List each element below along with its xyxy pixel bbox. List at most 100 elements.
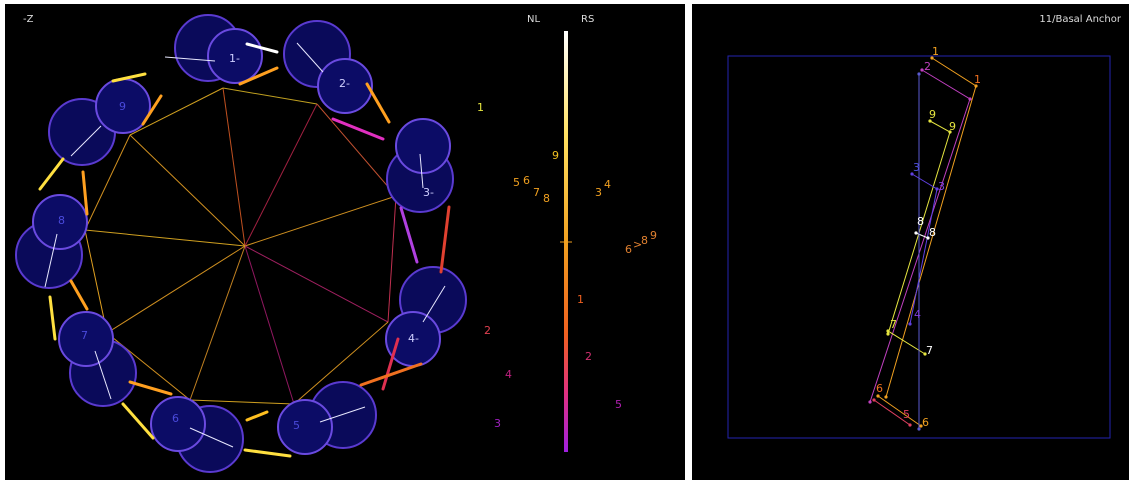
orientation-tick	[70, 125, 102, 157]
projection-number: 2	[924, 60, 931, 73]
projection-point	[974, 84, 978, 88]
polygon-edge	[84, 229, 108, 334]
linker-bar	[245, 42, 279, 54]
doublet-inner-circle	[32, 194, 88, 250]
scale-number: 8	[543, 192, 550, 205]
center-spoke	[222, 87, 246, 247]
projection-line	[877, 395, 922, 427]
linker-bar	[381, 337, 400, 391]
scale-number: 5	[615, 398, 622, 411]
orientation-tick	[94, 350, 112, 400]
scale-number: 5	[513, 176, 520, 189]
projection-point	[886, 332, 890, 336]
scale-number: 7	[533, 186, 540, 199]
scale-number: 9	[650, 229, 657, 242]
doublet-label-3: 3-	[423, 186, 434, 199]
doublet-label-1: 1-	[229, 52, 240, 65]
linker-bar	[439, 205, 451, 274]
projection-point	[928, 119, 932, 123]
projection-number: 3	[938, 180, 945, 193]
doublet-label-2: 2-	[339, 77, 350, 90]
linker-bar	[111, 72, 147, 83]
projection-point	[908, 322, 912, 326]
linker-bar	[81, 170, 89, 216]
doublet-label-7: 7	[81, 329, 88, 342]
center-spoke	[244, 245, 389, 323]
linker-bar	[365, 82, 391, 124]
projection-number: 7	[890, 318, 897, 331]
projection-number: 8	[917, 215, 924, 228]
linker-bar	[141, 94, 163, 126]
scale-number: 8	[641, 234, 648, 247]
doublet-inner-circle	[395, 118, 451, 174]
center-spoke	[244, 245, 295, 405]
projection-point	[872, 398, 876, 402]
bounding-frame	[727, 55, 1111, 439]
center-spoke	[84, 229, 246, 247]
projection-point	[926, 236, 930, 240]
scale-number: >	[633, 238, 643, 251]
side-projection-view: 11/Basal Anchor 1 1 2 9 9 3 3 8 8 4 7 7 …	[692, 4, 1129, 480]
scale-number: 4	[505, 368, 512, 381]
scale-number: 2	[585, 350, 592, 363]
linker-bar	[243, 448, 292, 458]
center-spoke	[129, 134, 246, 247]
projection-line	[915, 232, 929, 239]
projection-number: 5	[903, 408, 910, 421]
scale-number: 3	[595, 186, 602, 199]
scale-number: 4	[604, 178, 611, 191]
side-projection-drawing	[727, 55, 1111, 439]
linker-bar	[238, 66, 279, 86]
doublet-inner-circle	[317, 58, 373, 114]
doublet-label-4: 4-	[408, 332, 419, 345]
projection-point	[868, 400, 872, 404]
doublet-inner-circle	[150, 396, 206, 452]
orientation-tick	[164, 56, 216, 62]
projection-point	[923, 352, 927, 356]
doublet-label-5: 5	[293, 419, 300, 432]
projection-point	[914, 231, 918, 235]
polygon-edge	[84, 134, 131, 231]
projection-point	[948, 130, 952, 134]
polygon-edge	[387, 195, 397, 323]
polygon-edge	[293, 321, 389, 405]
center-spoke	[244, 103, 318, 247]
polygon-edge	[129, 87, 224, 136]
projection-point	[968, 97, 972, 101]
polygon-edge	[316, 103, 397, 197]
center-spoke	[106, 245, 246, 334]
projection-point	[919, 424, 923, 428]
projection-point	[910, 172, 914, 176]
projection-point	[917, 427, 921, 431]
view-direction-label: -Z	[23, 14, 34, 25]
cross-section-view: -Z NL RS 1- 2- 3- 4- 5 6 7 8 9 1 9 5 6 7…	[5, 4, 685, 480]
projection-point	[930, 56, 934, 60]
scale-number: 6	[625, 243, 632, 256]
linker-bar	[121, 402, 155, 440]
linker-bar	[128, 380, 173, 396]
linker-bar	[331, 117, 385, 141]
projection-point	[920, 68, 924, 72]
projection-point	[884, 395, 888, 399]
linker-bar	[69, 279, 89, 311]
polygon-edge	[222, 87, 318, 105]
center-spoke	[244, 195, 397, 247]
projection-number: 3	[913, 161, 920, 174]
doublet-label-6: 6	[172, 412, 179, 425]
orientation-tick	[319, 406, 366, 423]
projection-number: 4	[914, 308, 921, 321]
linker-bar	[38, 157, 65, 191]
projection-number: 7	[926, 344, 933, 357]
projection-number: 6	[922, 416, 929, 429]
rs-label: RS	[581, 14, 595, 25]
scale-number: 1	[577, 293, 584, 306]
orientation-tick	[419, 153, 424, 189]
linker-bar	[359, 362, 423, 387]
scale-number: 2	[484, 324, 491, 337]
scale-number: 6	[523, 174, 530, 187]
scale-number: 3	[494, 417, 501, 430]
projection-point	[886, 329, 890, 333]
linker-bar	[245, 410, 269, 422]
doublet-inner-circle	[207, 28, 263, 84]
doublet-inner-circle	[277, 399, 333, 455]
